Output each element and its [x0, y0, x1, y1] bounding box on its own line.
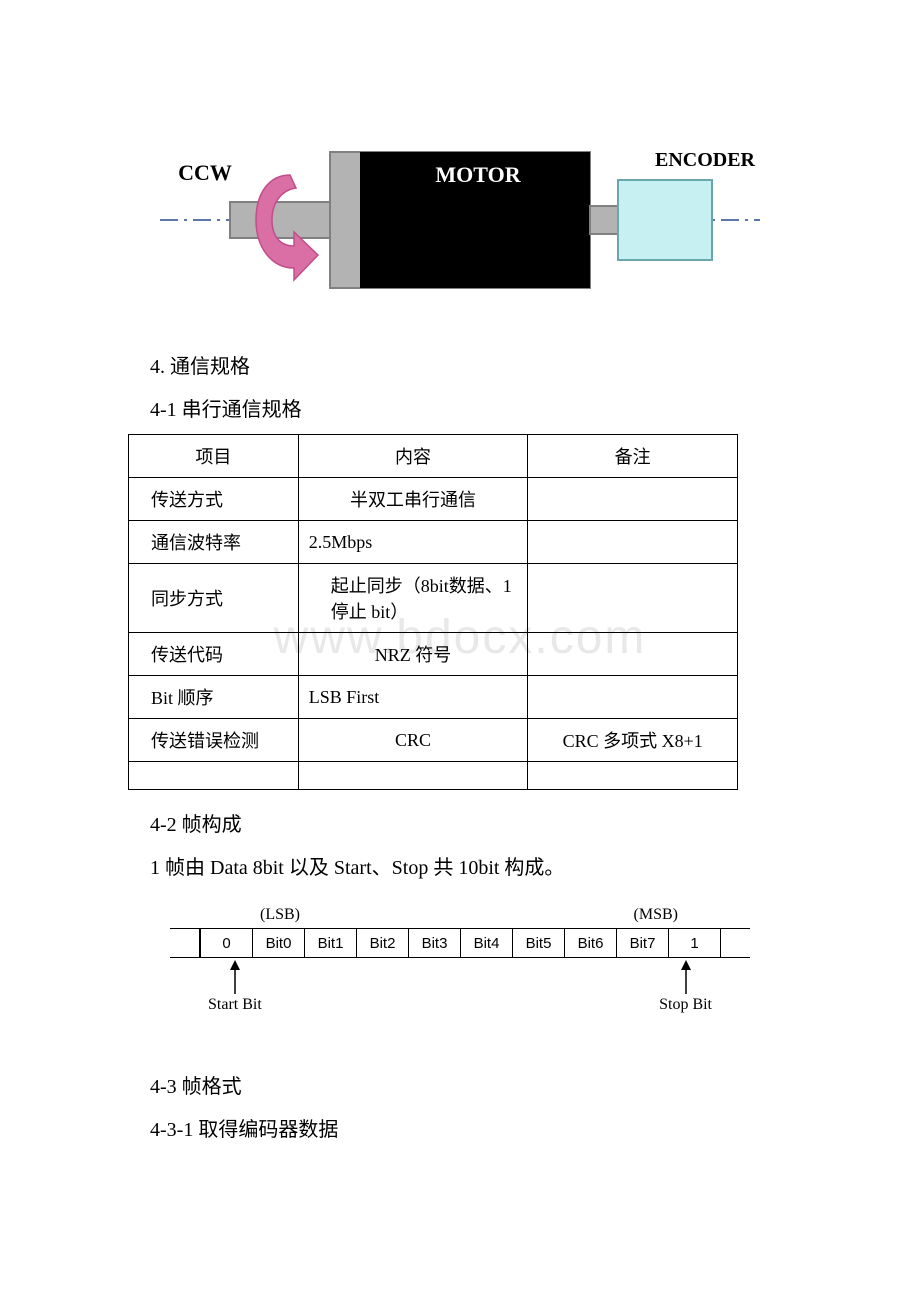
document-page: CCW MOTOR ENCODER 4. 通信规格 4-1 串行通信规格 项目 … [0, 0, 920, 1194]
table-row: 通信波特率 2.5Mbps [129, 521, 738, 564]
table-row: 传送代码 NRZ 符号 [129, 633, 738, 676]
bit-cell: Bit0 [252, 928, 304, 958]
cell [298, 762, 528, 790]
ccw-label: CCW [178, 160, 232, 185]
cell [129, 762, 299, 790]
cell [528, 478, 738, 521]
cell [528, 521, 738, 564]
cell [528, 633, 738, 676]
heading-4-3: 4-3 帧格式 [150, 1070, 800, 1099]
cell: 传送方式 [129, 478, 299, 521]
bit-cell: 1 [668, 928, 720, 958]
cell [528, 564, 738, 633]
bit-cell: Bit4 [460, 928, 512, 958]
para-4-2: 1 帧由 Data 8bit 以及 Start、Stop 共 10bit 构成。 [150, 851, 800, 880]
lsb-label: (LSB) [260, 906, 300, 924]
arrow-up-icon [679, 960, 693, 994]
bit-cell: Bit3 [408, 928, 460, 958]
table-row: 传送方式 半双工串行通信 [129, 478, 738, 521]
arrow-up-icon [228, 960, 242, 994]
bit-cell: Bit6 [564, 928, 616, 958]
bit-cell: Bit5 [512, 928, 564, 958]
cell: CRC [298, 719, 528, 762]
cell [528, 762, 738, 790]
bit-cell: Bit2 [356, 928, 408, 958]
cell: 同步方式 [129, 564, 299, 633]
cell: 传送错误检测 [129, 719, 299, 762]
table-row [129, 762, 738, 790]
cell: 起止同步（8bit数据、1停止 bit） [298, 564, 528, 633]
bit-cell: 0 [200, 928, 252, 958]
bit-cell: Bit7 [616, 928, 668, 958]
cell: NRZ 符号 [298, 633, 528, 676]
spec-header-item: 项目 [129, 435, 299, 478]
heading-4: 4. 通信规格 [150, 350, 800, 379]
cell: 半双工串行通信 [298, 478, 528, 521]
motor-label: MOTOR [435, 162, 521, 187]
frame-structure-diagram: (LSB) (MSB) 0 Bit0 Bit1 Bit2 Bit3 Bit4 B… [170, 906, 750, 1030]
table-row: Bit 顺序 LSB First [129, 676, 738, 719]
heading-4-2: 4-2 帧构成 [150, 808, 800, 837]
heading-4-1: 4-1 串行通信规格 [150, 393, 800, 422]
cell: Bit 顺序 [129, 676, 299, 719]
table-row: 同步方式 起止同步（8bit数据、1停止 bit） [129, 564, 738, 633]
stop-bit-label: Stop Bit [659, 996, 712, 1014]
serial-spec-table: 项目 内容 备注 传送方式 半双工串行通信 通信波特率 2.5Mbps 同步方式… [128, 434, 738, 790]
spec-header-remark: 备注 [528, 435, 738, 478]
start-bit-label: Start Bit [208, 996, 262, 1014]
frame-bit-row: 0 Bit0 Bit1 Bit2 Bit3 Bit4 Bit5 Bit6 Bit… [170, 928, 750, 958]
cell: CRC 多项式 X8+1 [528, 719, 738, 762]
bit-cell: Bit1 [304, 928, 356, 958]
cell: 2.5Mbps [298, 521, 528, 564]
heading-4-3-1: 4-3-1 取得编码器数据 [150, 1113, 800, 1142]
cell [528, 676, 738, 719]
spec-header-content: 内容 [298, 435, 528, 478]
cell: 通信波特率 [129, 521, 299, 564]
cell: 传送代码 [129, 633, 299, 676]
cell: LSB First [298, 676, 528, 719]
msb-label: (MSB) [634, 906, 678, 924]
encoder-label: ENCODER [655, 149, 756, 171]
frame-tail [720, 928, 750, 958]
table-row: 传送错误检测 CRC CRC 多项式 X8+1 [129, 719, 738, 762]
frame-lead [170, 928, 200, 958]
motor-encoder-diagram: CCW MOTOR ENCODER [160, 120, 760, 320]
